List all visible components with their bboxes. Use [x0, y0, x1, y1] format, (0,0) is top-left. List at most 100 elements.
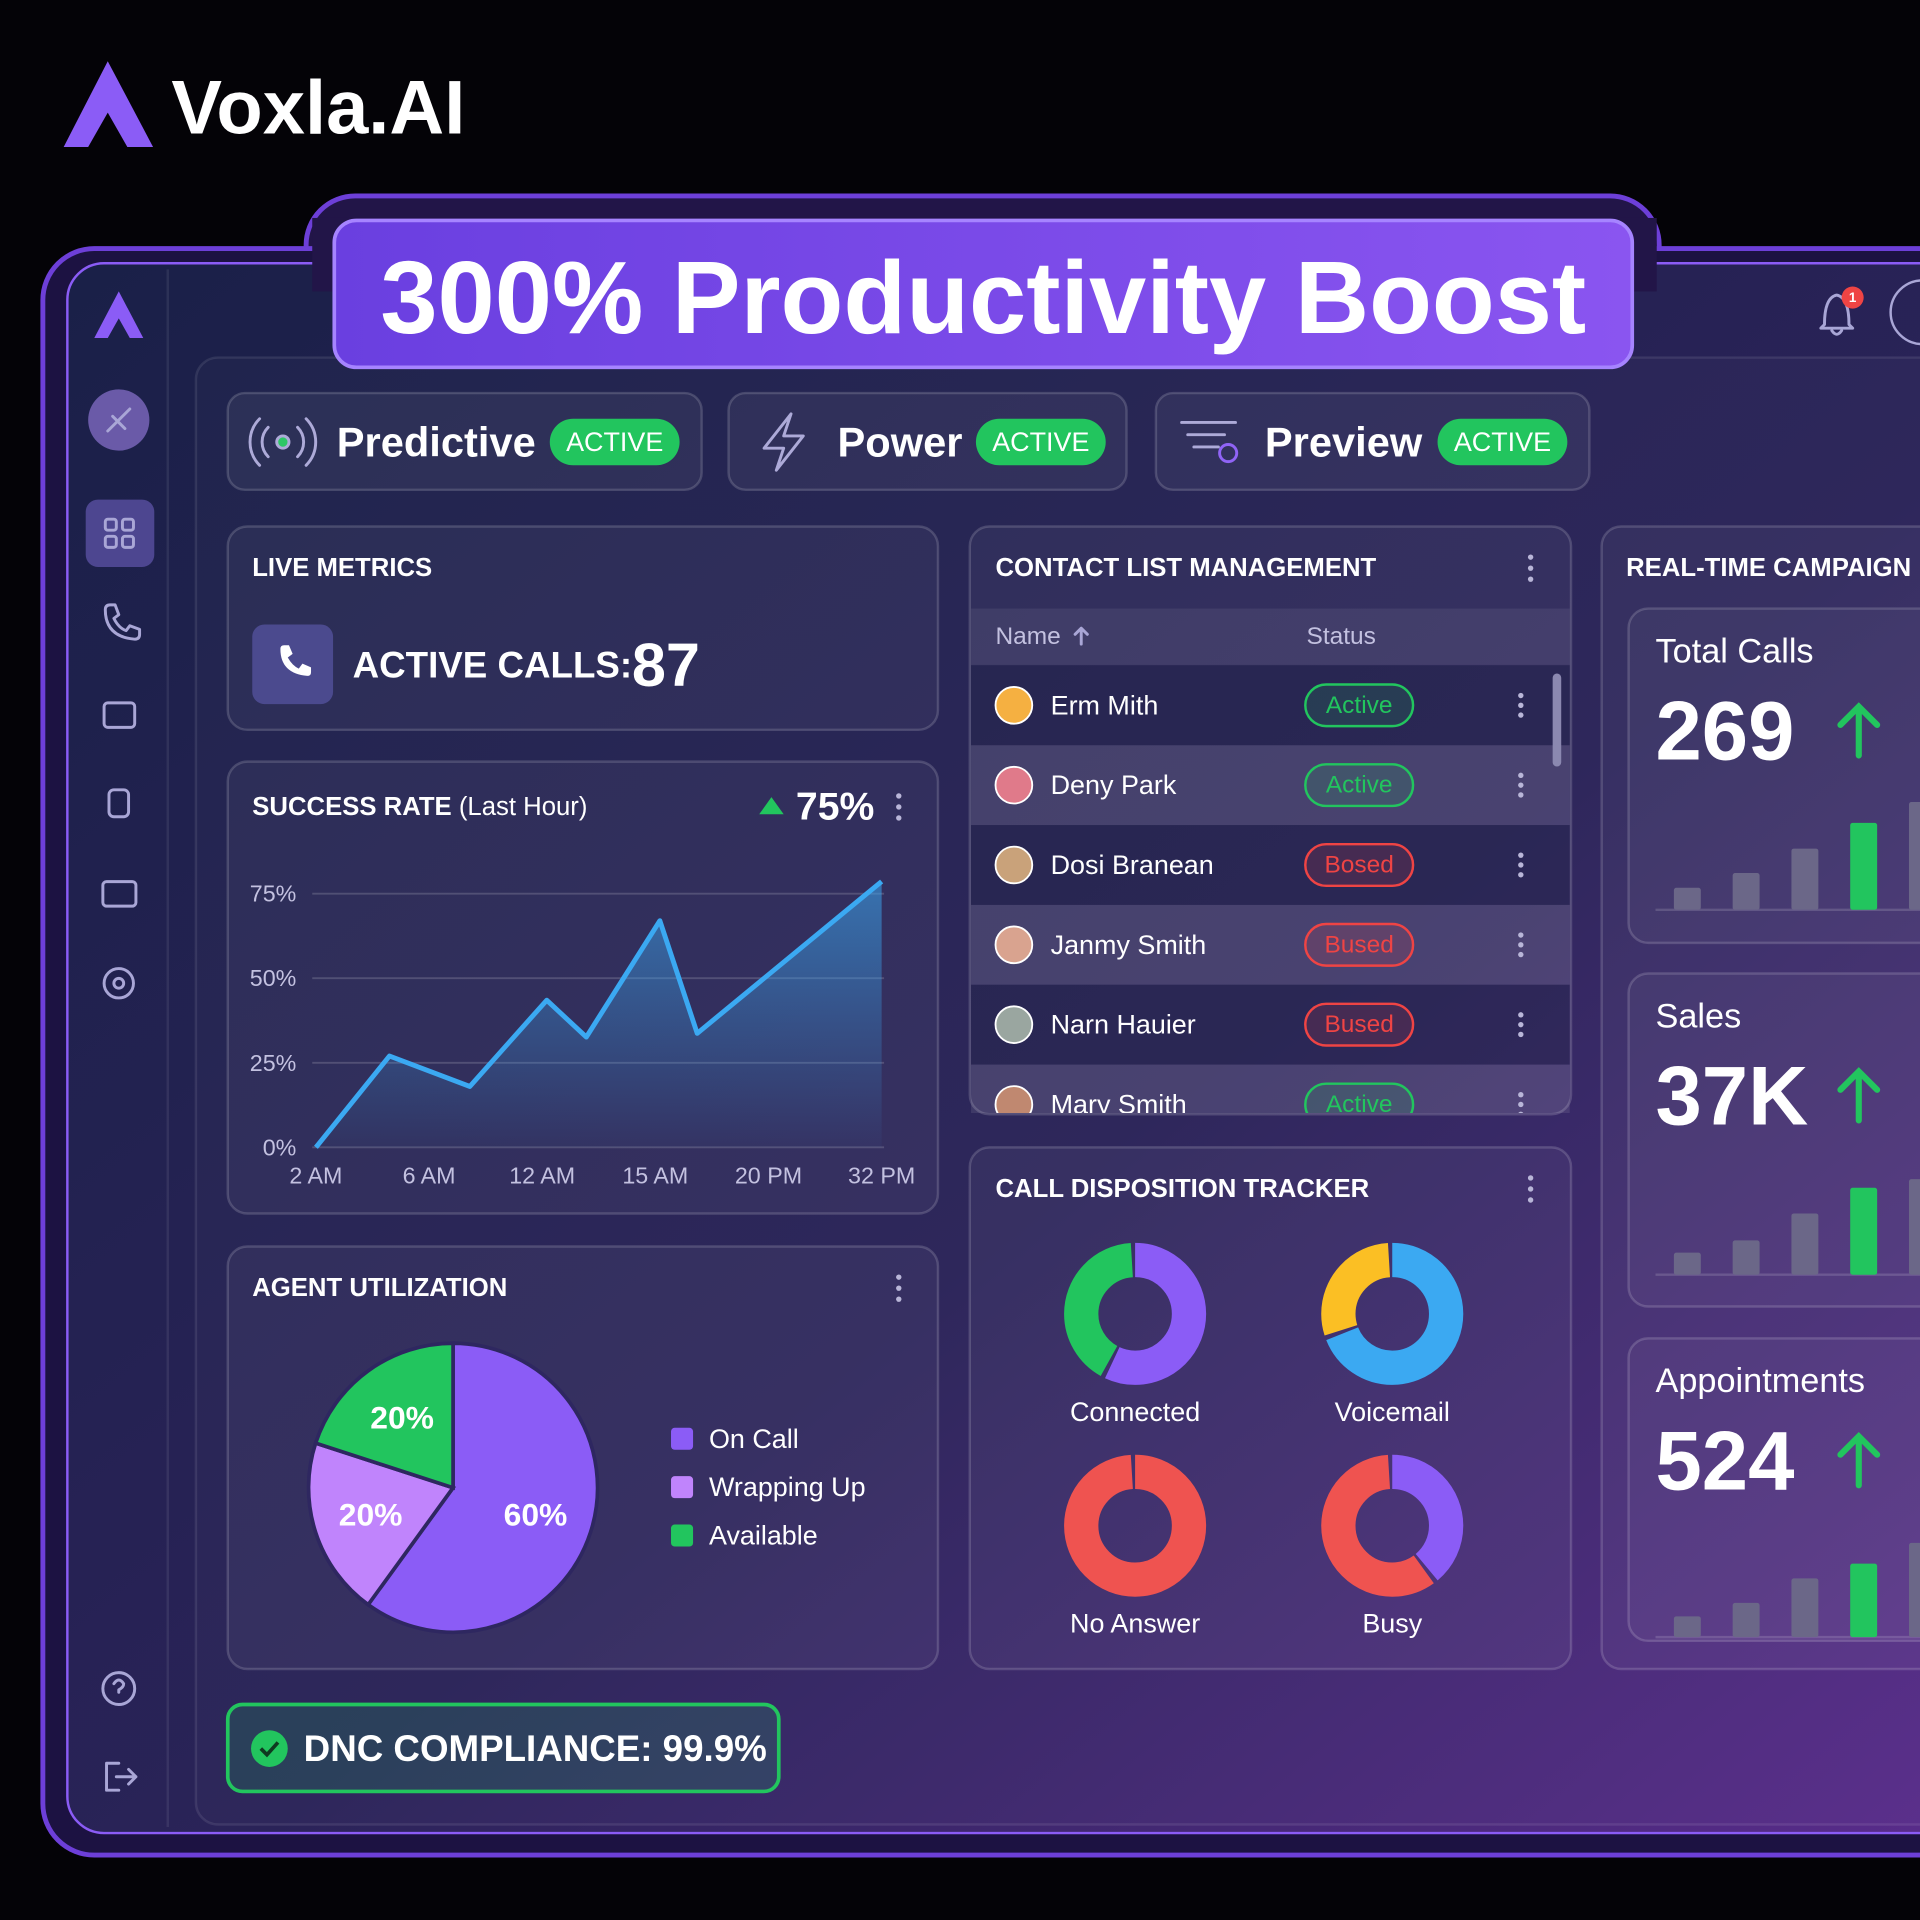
nav-logout[interactable]	[105, 1761, 138, 1792]
mode-button[interactable]	[727, 391, 1128, 492]
power-icon	[762, 412, 805, 472]
row-menu-dot[interactable]	[1518, 1031, 1524, 1038]
predictive-icon	[248, 417, 318, 467]
stat-value: 524	[1656, 1414, 1795, 1507]
preview-icon	[1180, 420, 1239, 464]
row-menu-dot[interactable]	[1518, 692, 1524, 699]
brand-logo	[63, 61, 154, 147]
user-avatar[interactable]	[1889, 279, 1920, 346]
card-title: AGENT UTILIZATION	[252, 1274, 507, 1302]
contact-list-card	[968, 525, 1573, 1116]
row-menu-dot[interactable]	[1518, 1101, 1524, 1108]
kebab-menu[interactable]	[896, 793, 902, 821]
line-area	[315, 881, 882, 1148]
row-menu-dot[interactable]	[1518, 951, 1524, 958]
mode-button[interactable]	[1154, 391, 1591, 492]
brand-name: Voxla.AI	[171, 65, 465, 150]
row-menu-dot[interactable]	[1518, 862, 1524, 868]
status-text: ACTIVE	[566, 427, 663, 457]
row-menu-dot[interactable]	[1518, 792, 1524, 798]
scrollbar[interactable]	[1552, 673, 1562, 767]
contact-name: Erm Mith	[1051, 690, 1159, 720]
status-pill	[549, 418, 680, 466]
trend-bar	[1791, 1578, 1819, 1638]
nav-dashboard[interactable]	[85, 499, 155, 567]
row-menu-dot[interactable]	[1518, 1111, 1524, 1117]
donut-label: No Answer	[1070, 1609, 1200, 1639]
row-menu-dot[interactable]	[1518, 872, 1524, 878]
status-pill	[1304, 842, 1415, 888]
notification-bell[interactable]	[1819, 293, 1855, 336]
nav-campaigns[interactable]	[102, 701, 137, 729]
table-row[interactable]	[971, 665, 1570, 746]
table-row[interactable]	[971, 904, 1570, 985]
row-menu-dot[interactable]	[1518, 772, 1524, 779]
kebab-menu[interactable]	[1527, 554, 1534, 582]
kebab-menu[interactable]	[896, 1274, 902, 1302]
slice-label: 20%	[370, 1400, 434, 1436]
kebab-menu[interactable]	[1527, 1175, 1534, 1203]
status-pill	[1304, 683, 1415, 728]
table-row[interactable]	[971, 745, 1570, 826]
row-menu-dot[interactable]	[1518, 1012, 1524, 1018]
stat-card	[1627, 972, 1920, 1308]
chart-title: SUCCESS RATE	[252, 793, 451, 821]
column-header[interactable]: Name	[996, 623, 1061, 650]
dnc-badge	[225, 1702, 781, 1794]
nav-tools-icon	[106, 407, 132, 433]
contact-name: Janmy Smith	[1051, 930, 1207, 960]
status-pill	[975, 418, 1106, 466]
slice-label: 60%	[504, 1497, 568, 1533]
contact-rows: Erm Mith Active Deny Park Active Dosi Branea…	[971, 665, 1570, 1145]
row-menu-dot[interactable]	[1518, 852, 1524, 858]
legend-swatch	[671, 1524, 694, 1547]
x-tick-label: 2 AM	[289, 1163, 342, 1189]
x-tick-label: 32 PM	[848, 1163, 915, 1189]
notification-count: 1	[1849, 290, 1857, 305]
call-disposition-card	[968, 1146, 1573, 1671]
row-menu-dot[interactable]	[1518, 942, 1524, 948]
line	[314, 879, 884, 1149]
row-menu-dot[interactable]	[1518, 1092, 1524, 1098]
legend-label: Wrapping Up	[709, 1472, 866, 1502]
contact-name: Dosi Branean	[1051, 850, 1214, 880]
slice-label: 20%	[339, 1497, 403, 1533]
status-text: ACTIVE	[1454, 427, 1551, 457]
nav-settings[interactable]	[102, 967, 135, 1000]
nav-agents[interactable]	[107, 788, 131, 819]
chart-subtitle: (Last Hour)	[459, 793, 588, 821]
row-menu-dot[interactable]	[1518, 712, 1524, 718]
trend-bar	[1673, 1616, 1701, 1638]
nav-briefcase[interactable]	[101, 880, 138, 908]
nav-help[interactable]	[101, 1671, 137, 1706]
donut-segment	[1321, 1242, 1464, 1385]
nav-help-icon	[112, 1678, 126, 1694]
trend-up	[759, 797, 784, 815]
row-menu-dot[interactable]	[1518, 1021, 1524, 1028]
trend-bar	[1673, 1252, 1701, 1275]
trend-bar	[1791, 848, 1819, 910]
mode-button[interactable]	[226, 391, 703, 492]
y-tick-label: 0%	[263, 1134, 297, 1160]
row-menu-dot[interactable]	[1518, 932, 1524, 938]
row-menu-dot[interactable]	[1518, 782, 1524, 788]
active-calls-label: ACTIVE CALLS:	[353, 644, 632, 685]
table-row[interactable]	[971, 1064, 1570, 1145]
banner	[332, 218, 1635, 370]
donut-label: Busy	[1362, 1609, 1422, 1639]
table-row[interactable]	[971, 825, 1570, 905]
row-menu-dot[interactable]	[1518, 702, 1524, 708]
x-tick-label: 20 PM	[735, 1163, 802, 1189]
campaign-stats: Total Calls 269 Sales 37K Appointments 524	[1627, 607, 1920, 1643]
status-pill	[1304, 922, 1415, 967]
avatar	[994, 765, 1034, 805]
pie-chart: 60% On Call 20% Wrapping Up 20% Available	[306, 1341, 866, 1635]
table-row[interactable]	[971, 984, 1570, 1065]
notification-badge	[1841, 286, 1864, 309]
trend-bar	[1908, 1542, 1920, 1638]
trend-bar	[1732, 1240, 1760, 1275]
x-tick-label: 12 AM	[509, 1163, 575, 1189]
status-text: Bosed	[1324, 851, 1393, 878]
nav-calls[interactable]	[103, 603, 142, 641]
